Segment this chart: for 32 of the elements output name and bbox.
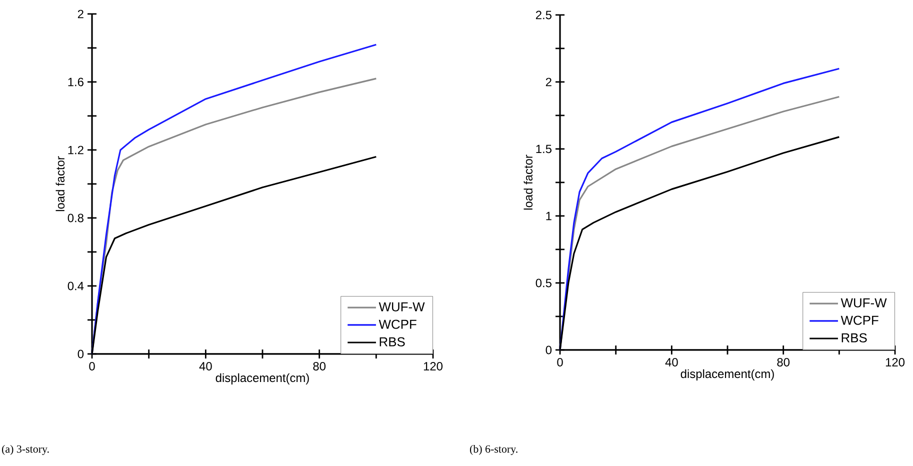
text: (a) 3-story. bbox=[2, 445, 49, 455]
y-axis-title: load factor bbox=[524, 154, 533, 210]
legend-label: WCPF bbox=[840, 316, 878, 325]
x-axis-title: displacement(cm) bbox=[680, 369, 774, 380]
y-axis-title: load factor bbox=[56, 156, 65, 212]
legend-label: RBS bbox=[842, 333, 867, 342]
x-tick-label: 0 bbox=[89, 362, 95, 370]
x-tick-label: 120 bbox=[886, 358, 905, 366]
y-tick-label: 0.5 bbox=[536, 278, 552, 288]
y-tick-label: 2.5 bbox=[536, 10, 552, 20]
y-tick-label: 0 bbox=[78, 350, 84, 358]
x-tick-label: 80 bbox=[313, 362, 326, 370]
y-tick-label: 1.6 bbox=[68, 78, 84, 86]
text: (b) 6-story. bbox=[470, 445, 518, 455]
y-tick-label: 1.2 bbox=[68, 146, 84, 154]
x-tick-label: 80 bbox=[777, 358, 790, 366]
y-tick-label: 2 bbox=[78, 10, 84, 18]
legend-label: RBS bbox=[380, 337, 405, 346]
x-tick-label: 40 bbox=[199, 362, 212, 370]
x-tick-label: 40 bbox=[665, 358, 678, 366]
x-axis-title: displacement(cm) bbox=[216, 373, 309, 384]
legend-label: WUF-W bbox=[840, 298, 887, 308]
y-tick-label: 0.4 bbox=[68, 282, 84, 290]
y-tick-label: 2 bbox=[546, 78, 552, 86]
y-tick-label: 0 bbox=[546, 346, 552, 354]
legend-label: WCPF bbox=[378, 320, 416, 329]
y-tick-label: 1 bbox=[546, 212, 552, 220]
y-tick-label: 1.5 bbox=[536, 144, 552, 154]
x-tick-label: 120 bbox=[424, 362, 443, 370]
x-tick-label: 0 bbox=[557, 358, 563, 366]
y-tick-label: 0.8 bbox=[68, 214, 84, 222]
legend-label: WUF-W bbox=[378, 302, 425, 312]
